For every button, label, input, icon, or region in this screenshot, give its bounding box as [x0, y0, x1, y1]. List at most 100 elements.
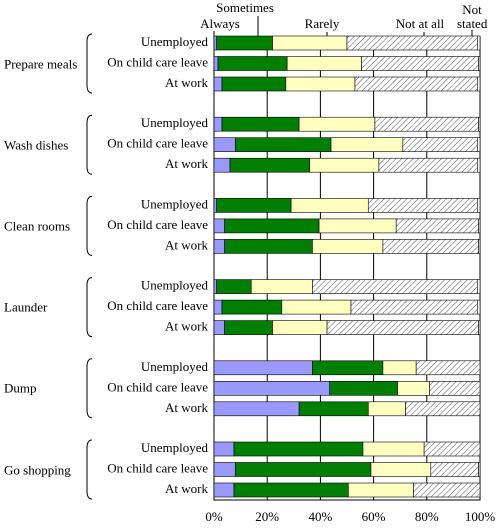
bar-segment: [221, 299, 283, 315]
category-label: On child care leave: [107, 136, 208, 151]
bar-segment: [233, 482, 349, 498]
bar-segment: [478, 56, 481, 71]
plot-frame: [213, 36, 481, 501]
bar-segment: [298, 401, 369, 417]
bar-segment: [478, 218, 481, 234]
bar-segment: [216, 35, 273, 51]
bar-segment: [361, 56, 479, 71]
bar-segment: [281, 299, 352, 315]
group-bracket: [86, 114, 93, 175]
category-label: Unemployed: [141, 359, 209, 374]
category-label: Unemployed: [141, 278, 209, 293]
bar-segment: [478, 320, 481, 335]
bar-segment: [354, 76, 478, 92]
bar-segment: [224, 218, 320, 234]
bar-segment: [423, 441, 481, 457]
bar-segment: [213, 56, 219, 71]
bar-segment: [285, 76, 356, 92]
bar-segment: [224, 320, 273, 335]
bar-segment: [395, 218, 479, 234]
bar-segment: [477, 299, 481, 315]
bar-segment: [213, 35, 217, 51]
bar-segment: [272, 35, 348, 51]
bar-segment: [477, 35, 481, 51]
category-label: At work: [165, 319, 208, 334]
bar-segment: [382, 360, 417, 376]
bar-segment: [250, 279, 313, 294]
x-tick-label: 0%: [205, 509, 223, 524]
bar-segment: [397, 380, 430, 396]
category-label: At work: [165, 481, 208, 496]
bar-segment: [213, 76, 223, 92]
bar-segment: [286, 56, 362, 71]
legend-label: Rarely: [305, 16, 340, 31]
bar-segment: [213, 320, 225, 335]
bar-segment: [309, 157, 380, 173]
group-bracket: [86, 358, 93, 419]
bar-segment: [362, 441, 425, 457]
bar-segment: [415, 360, 481, 376]
bar-segment: [367, 198, 478, 213]
bar-segment: [221, 76, 287, 92]
group-bracket: [86, 439, 93, 500]
bar-segment: [402, 137, 478, 152]
bar-segment: [329, 380, 398, 396]
bar-segment: [478, 462, 481, 477]
bar-segment: [213, 157, 231, 173]
group-label: Go shopping: [4, 462, 71, 477]
x-tick-label: 20%: [255, 509, 279, 524]
bar-segment: [477, 157, 481, 173]
x-tick-label: 40%: [308, 509, 332, 524]
bar-segment: [330, 137, 404, 152]
bar-segment: [213, 279, 217, 294]
x-tick-label: 80%: [415, 509, 439, 524]
bar-segment: [478, 116, 481, 132]
bar-segment: [374, 116, 479, 132]
group-bracket: [86, 33, 93, 94]
group-label: Launder: [4, 299, 48, 315]
bar-segment: [405, 401, 481, 417]
group-label: Dump: [4, 380, 37, 396]
bar-segment: [326, 320, 479, 335]
category-label: On child care leave: [107, 379, 208, 394]
bar-segment: [477, 279, 481, 294]
bar-segment: [350, 299, 478, 315]
bar-segment: [213, 137, 236, 152]
x-tick-label: 100%: [465, 509, 496, 524]
group-label: Prepare meals: [4, 56, 78, 71]
category-label: On child care leave: [107, 54, 208, 69]
category-label: On child care leave: [107, 460, 208, 475]
bar-segment: [216, 198, 292, 213]
category-label: Unemployed: [141, 440, 209, 455]
bar-segment: [213, 380, 331, 396]
bar-segment: [312, 360, 384, 376]
bar-segment: [229, 157, 311, 173]
bar-segment: [213, 299, 223, 315]
category-label: Unemployed: [141, 115, 209, 130]
bar-segment: [382, 239, 479, 254]
bar-segment: [477, 198, 481, 213]
bar-segment: [224, 239, 313, 254]
bar-segment: [413, 482, 481, 498]
bar-segment: [478, 239, 481, 254]
bar-segment: [213, 482, 235, 498]
bar-segment: [213, 462, 236, 477]
bar-segment: [378, 157, 478, 173]
group-label: Wash dishes: [4, 137, 69, 153]
category-label: Unemployed: [141, 196, 209, 211]
bar-segment: [213, 116, 223, 132]
bar-segment: [429, 380, 481, 396]
bar-segment: [233, 441, 364, 457]
bar-segment: [346, 35, 478, 51]
category-label: At work: [165, 156, 208, 171]
legend-label: Not at all: [396, 16, 445, 31]
bar-segment: [477, 137, 481, 152]
legend-label: Always: [200, 16, 240, 31]
bar-segment: [213, 198, 217, 213]
bar-segment: [367, 401, 406, 417]
bar-segment: [213, 441, 235, 457]
bar-segment: [312, 239, 384, 254]
bar-segment: [234, 462, 372, 477]
bar-segment: [213, 239, 225, 254]
bar-segment: [213, 401, 300, 417]
